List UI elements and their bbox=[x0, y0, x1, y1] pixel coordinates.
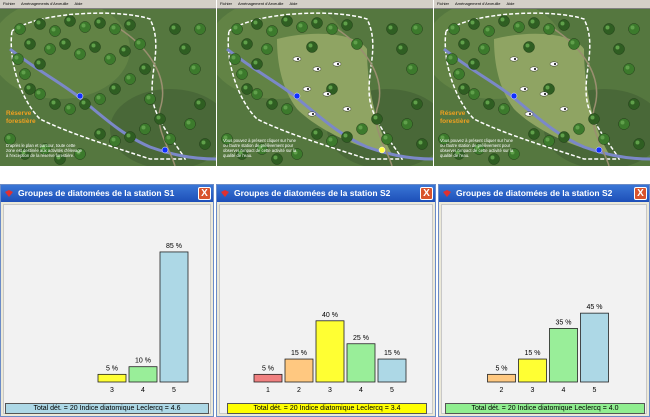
bar-group-4 bbox=[346, 343, 376, 383]
diatom-index-footer: Total dét. = 20 Indice diatomique Lecler… bbox=[227, 403, 427, 414]
category-label: 5 bbox=[593, 387, 597, 394]
map-description: D'après le plan et parcour, toute cette … bbox=[6, 143, 82, 158]
category-label: 4 bbox=[141, 387, 145, 394]
bar-group-5 bbox=[377, 358, 407, 383]
window-title: Groupes de diatomées de la station S2 bbox=[234, 188, 391, 198]
bar-group-5 bbox=[580, 312, 609, 383]
map-title: Réserve forestière bbox=[6, 110, 36, 125]
category-label: 3 bbox=[328, 387, 332, 394]
category-label: 4 bbox=[359, 387, 363, 394]
diatom-window-s2-b[interactable]: Groupes de diatomées de la station S2 X … bbox=[438, 184, 650, 417]
menu-aide[interactable]: Aide bbox=[74, 1, 83, 6]
diatom-window-s1[interactable]: Groupes de diatomées de la station S1 X … bbox=[0, 184, 214, 417]
bar-chart: 5 % 3 10 % 4 85 % 5 bbox=[97, 243, 189, 394]
chart-area: 5 % 2 15 % 3 35 % 4 45 % 5 bbox=[441, 204, 647, 414]
category-label: 5 bbox=[172, 387, 176, 394]
chart-area: 5 % 1 15 % 2 40 % 3 25 % 4 15 % 5 bbox=[219, 204, 433, 414]
map-description: Vous pouvez à présent cliquer sur l'une … bbox=[223, 138, 297, 158]
category-label: 1 bbox=[266, 387, 270, 394]
bar-chart: 5 % 2 15 % 3 35 % 4 45 % 5 bbox=[487, 304, 609, 394]
window-title: Groupes de diatomées de la station S1 bbox=[18, 188, 175, 198]
diatom-window-s2[interactable]: Groupes de diatomées de la station S2 X … bbox=[216, 184, 436, 417]
menu-fichier[interactable]: Fichier bbox=[437, 1, 450, 6]
menu-fichier[interactable]: Fichier bbox=[3, 1, 16, 6]
window-titlebar[interactable]: Groupes de diatomées de la station S2 X bbox=[439, 185, 649, 202]
bar-group-4 bbox=[128, 366, 158, 383]
menu-aide[interactable]: Aide bbox=[289, 1, 298, 6]
menu-fichier[interactable]: Fichier bbox=[220, 1, 233, 6]
bar-value-label: 15 % bbox=[525, 350, 541, 357]
diatom-index-footer: Total dét. = 20 Indice diatomique Lecler… bbox=[445, 403, 645, 414]
bar-value-label: 45 % bbox=[587, 304, 603, 311]
pasture-map[interactable] bbox=[434, 9, 650, 166]
bar-group-4 bbox=[549, 328, 578, 383]
bar-value-label: 5 % bbox=[106, 365, 118, 372]
bar-value-label: 35 % bbox=[556, 319, 572, 326]
map-description: Vous pouvez à présent cliquer sur l'une … bbox=[440, 138, 514, 158]
close-button[interactable]: X bbox=[420, 187, 433, 200]
bar-group-2 bbox=[284, 358, 314, 383]
menu-aide[interactable]: Aide bbox=[506, 1, 515, 6]
window-titlebar[interactable]: Groupes de diatomées de la station S2 X bbox=[217, 185, 435, 202]
category-label: 3 bbox=[531, 387, 535, 394]
category-label: 5 bbox=[390, 387, 394, 394]
map-menubar: Fichier Aménagement d'Arveuille Aide bbox=[217, 0, 433, 9]
bar-value-label: 25 % bbox=[353, 335, 369, 342]
bar-group-3 bbox=[97, 373, 127, 383]
map-panel-2[interactable]: Fichier Aménagement d'Arveuille Aide Vous … bbox=[217, 0, 433, 166]
app-icon bbox=[5, 190, 13, 197]
menu-amenagement[interactable]: Aménagement d'Arveuille bbox=[238, 1, 284, 6]
bar-group-1 bbox=[253, 373, 283, 383]
diatom-index-footer: Total dét. = 20 Indice diatomique Lecler… bbox=[5, 403, 209, 414]
window-titlebar[interactable]: Groupes de diatomées de la station S1 X bbox=[1, 185, 213, 202]
bar-value-label: 15 % bbox=[291, 350, 307, 357]
map-menubar: Fichier Aménagement d'Arveuille Aide bbox=[434, 0, 650, 9]
bar-group-3 bbox=[518, 358, 547, 383]
category-label: 2 bbox=[297, 387, 301, 394]
bar-group-3 bbox=[315, 320, 345, 383]
bar-group-5 bbox=[159, 251, 189, 383]
forest-map[interactable] bbox=[0, 9, 216, 166]
bar-value-label: 5 % bbox=[495, 365, 507, 372]
close-button[interactable]: X bbox=[198, 187, 211, 200]
close-button[interactable]: X bbox=[634, 187, 647, 200]
bar-value-label: 85 % bbox=[166, 243, 182, 250]
menu-amenagement[interactable]: Aménagement d'Arveuille bbox=[455, 1, 501, 6]
bar-value-label: 15 % bbox=[384, 350, 400, 357]
bar-value-label: 40 % bbox=[322, 312, 338, 319]
app-icon bbox=[221, 190, 229, 197]
map-title: Réserve forestière bbox=[440, 110, 470, 125]
bar-value-label: 10 % bbox=[135, 358, 151, 365]
category-label: 3 bbox=[110, 387, 114, 394]
menu-amenagements[interactable]: Aménagements d'Arveuille bbox=[21, 1, 69, 6]
map-panel-1[interactable]: Fichier Aménagements d'Arveuille Aide Rése… bbox=[0, 0, 216, 166]
chart-area: 5 % 3 10 % 4 85 % 5 bbox=[3, 204, 211, 414]
window-title: Groupes de diatomées de la station S2 bbox=[456, 188, 613, 198]
bar-value-label: 5 % bbox=[262, 365, 274, 372]
category-label: 4 bbox=[562, 387, 566, 394]
map-menubar: Fichier Aménagements d'Arveuille Aide bbox=[0, 0, 216, 9]
bar-chart: 5 % 1 15 % 2 40 % 3 25 % 4 15 % 5 bbox=[253, 312, 407, 394]
map-panel-3[interactable]: Fichier Aménagement d'Arveuille Aide Réser… bbox=[434, 0, 650, 166]
app-icon bbox=[443, 190, 451, 197]
bar-group-2 bbox=[487, 373, 516, 383]
category-label: 2 bbox=[500, 387, 504, 394]
pasture-map[interactable] bbox=[217, 9, 433, 166]
